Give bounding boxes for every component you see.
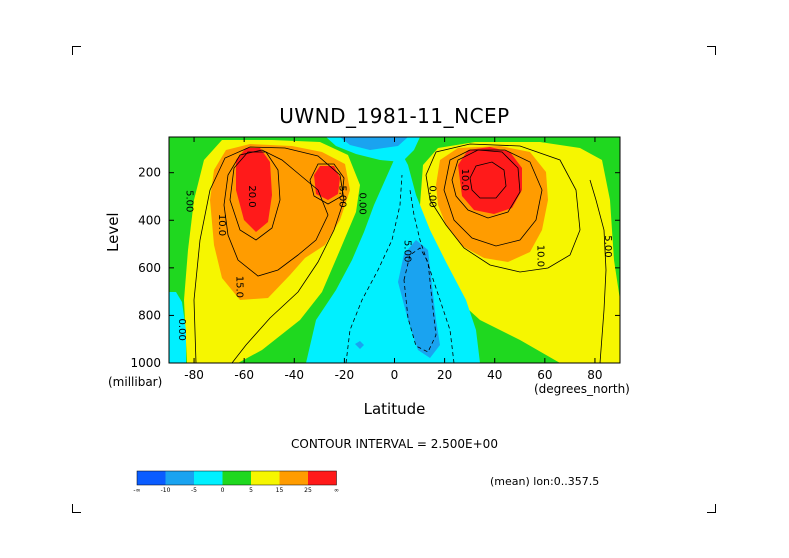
band-sh-secondary-core <box>314 166 340 200</box>
contour-interval-note: CONTOUR INTERVAL = 2.500E+00 <box>291 437 498 451</box>
contour-field <box>169 137 620 363</box>
crop-mark-top-left <box>72 46 81 55</box>
colorbar-label: 5 <box>249 487 253 494</box>
y-tick-label: 400 <box>138 213 161 227</box>
x-tick-label: 60 <box>537 368 552 382</box>
colorbar-swatch <box>251 471 280 485</box>
colorbar-swatch <box>279 471 308 485</box>
contour-sh2-20 <box>309 163 345 205</box>
x-tick-label: 0 <box>391 368 399 382</box>
colorbar-label: ∞ <box>334 487 339 494</box>
band-strat-core <box>340 137 408 150</box>
band-tropical-easterlies <box>306 150 480 363</box>
contour-nh-10 <box>425 143 581 273</box>
contour-sh-25 <box>229 151 281 241</box>
colorbar-label: -∞ <box>133 487 140 494</box>
contour-nh-20 <box>443 149 543 247</box>
contour-label: 15.0 <box>234 276 245 298</box>
contour-nh-outer <box>589 179 607 363</box>
band-sh-surface-easterlies <box>169 292 186 363</box>
x-tick-label: -40 <box>284 368 304 382</box>
colorbar-swatch <box>308 471 337 485</box>
contour-labels: 5.00 10.0 15.0 20.0 5.00 0.00 0.00 5.00 10.0 10.0… <box>176 169 613 341</box>
contour-label: 5.00 <box>336 185 347 207</box>
contour-label: 10.0 <box>459 169 470 191</box>
x-tick-label: 40 <box>487 368 502 382</box>
contour-label: 5.00 <box>184 190 195 212</box>
colorbar-label: 25 <box>304 487 312 494</box>
crop-mark-top-right <box>707 46 716 55</box>
y-tick-label: 1000 <box>130 356 161 370</box>
y-tick-label: 800 <box>138 308 161 322</box>
contour-lines <box>193 143 607 363</box>
contour-nh-30 <box>469 161 507 199</box>
colorbar-label: 15 <box>276 487 284 494</box>
x-tick-label: -20 <box>335 368 355 382</box>
x-tick-label: -80 <box>184 368 204 382</box>
contour-nh-25 <box>451 149 521 219</box>
band-sh-jet-core <box>236 148 272 232</box>
contour-neg-inner <box>345 174 403 363</box>
band-easterly-core <box>398 240 440 358</box>
colorbar-swatch <box>222 471 251 485</box>
contour-label: 10.0 <box>534 245 545 267</box>
contour-label: 0.00 <box>427 185 438 207</box>
contour-label: 0.00 <box>176 319 187 341</box>
contour-label: 20.0 <box>246 185 257 207</box>
contour-label: 5.00 <box>402 240 413 262</box>
colorbar-label: 0 <box>221 487 225 494</box>
colorbar-swatch <box>137 471 166 485</box>
x-axis-ticks: -80 -60 -40 -20 0 20 40 60 80 <box>184 137 603 382</box>
contour-neg-core <box>403 247 437 353</box>
y-axis-ticks: 200 400 600 800 1000 <box>130 166 620 370</box>
y-axis-unit: (millibar) <box>108 375 163 389</box>
averaging-note: (mean) lon:0..357.5 <box>490 475 600 488</box>
x-axis-unit: (degrees_north) <box>534 382 630 396</box>
negative-contours <box>345 174 455 363</box>
x-tick-label: 20 <box>437 368 452 382</box>
x-tick-label: -60 <box>234 368 254 382</box>
crop-mark-bottom-left <box>72 504 81 513</box>
colorbar-label: -10 <box>161 487 171 494</box>
crop-mark-bottom-right <box>707 504 716 513</box>
band-nh-jet-core <box>458 147 522 214</box>
band-small-blue-dot <box>355 341 364 349</box>
x-tick-label: 80 <box>587 368 602 382</box>
colorbar-label: -5 <box>191 487 197 494</box>
y-tick-label: 600 <box>138 261 161 275</box>
x-axis-label: Latitude <box>363 400 426 418</box>
y-axis-label: Level <box>104 212 122 252</box>
y-tick-label: 200 <box>138 166 161 180</box>
colorbar-swatch <box>194 471 223 485</box>
contour-label: 5.00 <box>602 235 613 257</box>
colorbar-swatch <box>165 471 194 485</box>
chart-title: UWND_1981-11_NCEP <box>279 104 510 128</box>
contour-sh-10 <box>193 146 345 363</box>
colorbar-frame <box>136 470 337 486</box>
contour-label: 0.00 <box>356 192 367 214</box>
contour-label: 10.0 <box>216 214 227 236</box>
colorbar: -∞ -10 -5 0 5 15 25 ∞ <box>133 470 339 494</box>
